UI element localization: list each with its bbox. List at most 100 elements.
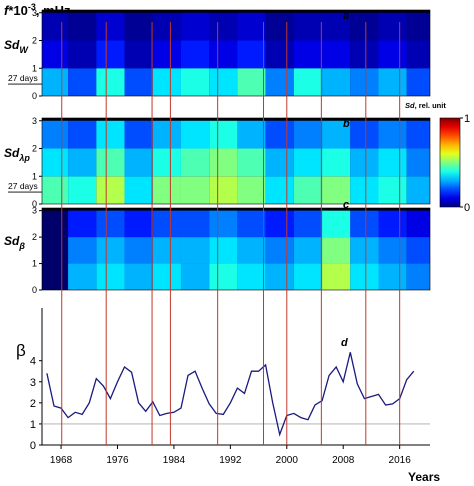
panel-frame <box>41 9 431 97</box>
y-label: Sdλp <box>4 146 30 163</box>
colorbar-label: Sd, rel. unit <box>405 101 446 110</box>
heatmap-cell <box>152 68 181 96</box>
x-tick-label: 2008 <box>332 455 355 466</box>
heatmap-cell <box>293 148 323 177</box>
heatmap-cell <box>237 263 266 290</box>
heatmap-cell <box>180 263 210 290</box>
panel-frame <box>41 207 431 291</box>
heatmap-cell <box>322 12 351 41</box>
heatmap-cell <box>124 176 153 204</box>
y-label-sub: W <box>19 45 29 55</box>
title-part: f <box>4 3 10 18</box>
y-tick-label: 2 <box>32 232 37 242</box>
heatmap-cell <box>68 40 97 69</box>
heatmap-cell <box>209 120 238 149</box>
y-tick-label: 0 <box>32 285 37 295</box>
heatmap-cell <box>406 40 430 69</box>
heatmap-cell <box>265 237 294 264</box>
heatmap-cell <box>293 40 323 69</box>
x-tick-label: 1968 <box>50 455 73 466</box>
heatmap-cell <box>265 263 294 290</box>
title-part: -3 <box>28 2 36 12</box>
heatmap-cell <box>265 210 294 238</box>
x-tick-label: 1976 <box>106 455 129 466</box>
x-label: Years <box>408 470 440 484</box>
heatmap-cell <box>96 68 125 96</box>
heatmap-cell <box>152 40 181 69</box>
heatmap-cell <box>68 68 97 96</box>
heatmap-cell <box>180 148 210 177</box>
heatmap-cell <box>265 40 294 69</box>
x-tick-label: 2016 <box>389 455 412 466</box>
heatmap-cell <box>322 120 351 149</box>
heatmap-cell <box>42 68 69 96</box>
heatmap-cell <box>322 263 351 290</box>
heatmap-cell <box>42 12 69 41</box>
heatmap <box>42 210 430 290</box>
heatmap-cell <box>68 148 97 177</box>
heatmap-cell <box>322 210 351 238</box>
panel-letter: c <box>343 199 349 211</box>
heatmap-cell <box>293 12 323 41</box>
colorbar-tick-label: 0 <box>464 202 470 214</box>
heatmap-cell <box>180 210 210 238</box>
y-tick-label: 2 <box>32 144 37 154</box>
heatmap-cell <box>124 210 153 238</box>
panel-frame <box>41 117 431 205</box>
heatmap-cell <box>124 12 153 41</box>
heatmap-cell <box>406 237 430 264</box>
heatmap-cell <box>350 148 379 177</box>
heatmap-cell <box>237 176 266 204</box>
y-tick-label: 3 <box>32 206 37 216</box>
heatmap-cell <box>42 40 69 69</box>
heatmap-cell <box>124 68 153 96</box>
y-label: SdW <box>4 38 29 55</box>
heatmap-cell <box>350 263 379 290</box>
heatmap-cell <box>237 12 266 41</box>
y-tick-label: 4 <box>30 356 36 368</box>
heatmap-cell <box>350 237 379 264</box>
heatmap-cell <box>152 263 181 290</box>
heatmap-cell <box>322 68 351 96</box>
annotation: 27 days <box>8 181 38 191</box>
heatmap-cell <box>237 210 266 238</box>
y-label-sub: λp <box>18 153 30 163</box>
heatmap-cell <box>265 176 294 204</box>
heatmap-cell <box>124 120 153 149</box>
heatmap-cell <box>378 40 407 69</box>
heatmap-cell <box>237 120 266 149</box>
heatmap-cell <box>265 148 294 177</box>
y-tick-label: 0 <box>32 91 37 101</box>
heatmap-cell <box>96 40 125 69</box>
heatmap-cell <box>180 237 210 264</box>
heatmap-cell <box>209 263 238 290</box>
heatmap-cell <box>293 210 323 238</box>
heatmap-cell <box>152 120 181 149</box>
heatmap-cell <box>209 210 238 238</box>
heatmap-cell <box>180 12 210 41</box>
heatmap-cell <box>293 237 323 264</box>
heatmap-cell <box>209 148 238 177</box>
y-tick-label: 1 <box>32 63 37 73</box>
heatmap-cell <box>180 120 210 149</box>
colorbar <box>439 117 461 208</box>
y-tick-label: 2 <box>30 398 36 410</box>
y-tick-label: 3 <box>32 116 37 126</box>
heatmap-cell <box>96 263 125 290</box>
heatmap-cell <box>96 12 125 41</box>
heatmap-cell <box>350 68 379 96</box>
heatmap-cell <box>124 237 153 264</box>
colorbar-tick-label: 1 <box>464 113 470 125</box>
heatmap-cell <box>378 210 407 238</box>
y-label-main: Sd <box>4 38 20 52</box>
heatmap-cell <box>152 12 181 41</box>
heatmap-cell <box>152 148 181 177</box>
heatmap-cell <box>406 148 430 177</box>
y-tick-label: 1 <box>32 171 37 181</box>
heatmap-cell <box>293 263 323 290</box>
heatmap-cell <box>293 176 323 204</box>
y-label-sub: β <box>18 241 25 251</box>
x-tick-label: 1992 <box>219 455 242 466</box>
heatmap-cell <box>322 237 351 264</box>
